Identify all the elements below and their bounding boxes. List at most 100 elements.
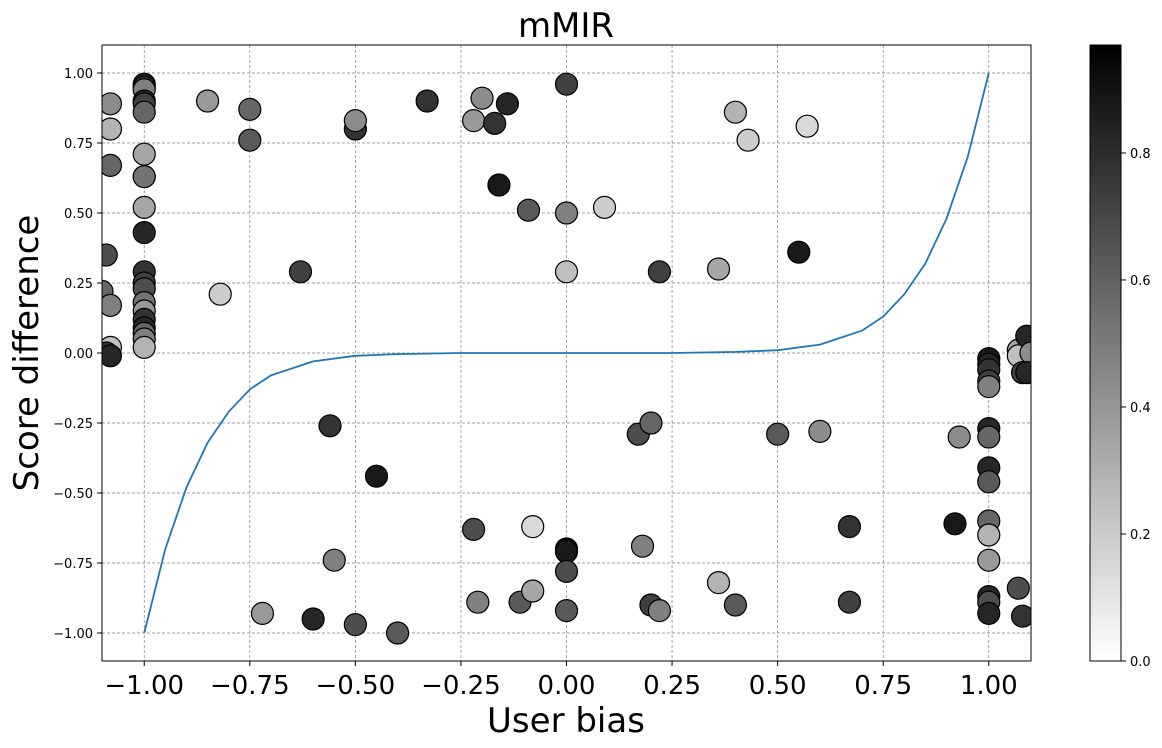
scatter-point	[1015, 361, 1031, 385]
scatter-point	[238, 128, 262, 152]
scatter-point	[208, 282, 232, 306]
scatter-point	[766, 422, 790, 446]
scatter-point	[943, 512, 967, 536]
scatter-point	[837, 514, 862, 539]
x-tick-label: 0.25	[643, 671, 701, 701]
scatter-point	[1006, 576, 1030, 600]
scatter-point	[554, 260, 579, 284]
scatter-point	[808, 419, 832, 443]
scatter-point	[977, 425, 1001, 449]
curve-layer	[143, 72, 990, 634]
scatter-point	[102, 92, 123, 116]
scatter-point	[195, 89, 220, 113]
x-tick-label: −0.25	[421, 671, 501, 701]
scatter-point	[630, 534, 655, 558]
scatter-point	[554, 559, 579, 584]
scatter-point	[132, 221, 156, 245]
x-tick-label: 0.75	[854, 671, 912, 701]
scatter-point	[487, 173, 511, 197]
scatter-point	[554, 72, 579, 96]
scatter-point	[977, 601, 1001, 626]
x-axis-label: User bias	[487, 701, 645, 741]
fit-curve	[143, 72, 990, 634]
scatter-point	[102, 153, 123, 177]
colorbar-tick-label: 0.0	[1130, 655, 1151, 670]
scatter-point	[364, 464, 389, 488]
scatter-point	[736, 128, 760, 152]
y-tick-label: −1.00	[53, 627, 93, 642]
scatter-point	[787, 240, 811, 264]
x-tick-label: 0.50	[749, 671, 807, 701]
scatter-point	[238, 97, 262, 122]
chart-title: mMIR	[518, 6, 614, 46]
scatter-point	[102, 344, 123, 368]
scatter-point	[132, 335, 156, 359]
scatter-point	[977, 523, 1001, 547]
scatter-point	[521, 514, 545, 539]
scatter-point	[470, 86, 494, 110]
scatter-point	[495, 92, 519, 116]
scatter-point	[977, 375, 1001, 399]
scatter-point	[977, 470, 1001, 494]
scatter-point	[639, 411, 663, 435]
y-tick-label: 0.75	[64, 137, 93, 152]
scatter-point	[132, 100, 156, 124]
y-tick-label: −0.75	[53, 557, 93, 572]
colorbar	[1089, 44, 1122, 662]
scatter-point	[795, 114, 819, 138]
y-axis-ticks: 1.00 0.75 0.50 0.25 0.00 −0.25 −0.50 −0.75 −1.00	[53, 67, 102, 642]
scatter-point	[483, 111, 507, 136]
scatter-point	[322, 548, 346, 572]
scatter-point	[516, 198, 541, 222]
scatter-point	[250, 601, 275, 626]
scatter-point	[301, 607, 325, 631]
scatter-point	[462, 517, 486, 542]
scatter-point	[1019, 341, 1031, 365]
x-tick-label: −1.00	[104, 671, 184, 701]
scatter-point	[592, 195, 617, 219]
points-layer	[102, 72, 1031, 645]
x-tick-label: −0.75	[210, 671, 290, 701]
colorbar-tick-label: 0.6	[1130, 274, 1151, 289]
scatter-point	[102, 117, 123, 141]
x-tick-label: 1.00	[960, 671, 1018, 701]
scatter-point	[554, 540, 579, 564]
scatter-point	[288, 260, 313, 284]
scatter-point	[102, 243, 118, 267]
colorbar-tick-label: 0.8	[1130, 147, 1151, 162]
scatter-point	[837, 590, 862, 614]
y-tick-label: 1.00	[64, 67, 93, 82]
colorbar-tick-label: 0.4	[1130, 401, 1151, 416]
x-tick-label: −0.50	[316, 671, 396, 701]
x-axis-ticks: −1.00 −0.75 −0.50 −0.25 0.00 0.25 0.50 0.75 1.00	[104, 661, 1018, 701]
scatter-point	[385, 621, 410, 645]
colorbar-tick-label: 0.2	[1130, 528, 1151, 543]
scatter-point	[723, 593, 748, 617]
y-tick-label: 0.00	[64, 347, 93, 362]
scatter-point	[132, 165, 156, 189]
scatter-point	[343, 108, 367, 133]
colorbar-ticks: 0.0 0.2 0.4 0.6 0.8	[1121, 147, 1151, 670]
y-tick-label: −0.50	[53, 487, 93, 502]
scatter-point	[415, 89, 439, 113]
y-tick-label: 0.50	[64, 207, 93, 222]
scatter-point	[102, 293, 123, 317]
scatter-point	[343, 612, 367, 637]
scatter-point	[1010, 604, 1031, 628]
scatter-point	[521, 579, 545, 603]
y-axis-label: Score difference	[7, 215, 47, 492]
scatter-point	[466, 590, 490, 614]
scatter-point	[132, 195, 156, 219]
scatter-point	[647, 260, 672, 284]
scatter-point	[647, 598, 672, 623]
x-tick-label: 0.00	[538, 671, 596, 701]
scatter-point	[318, 414, 342, 438]
scatter-point	[977, 548, 1001, 572]
scatter-point	[706, 257, 731, 281]
y-tick-label: −0.25	[53, 417, 93, 432]
scatter-point	[554, 598, 579, 623]
y-tick-label: 0.25	[64, 277, 93, 292]
scatter-point	[706, 570, 731, 595]
scatter-point	[132, 142, 156, 166]
